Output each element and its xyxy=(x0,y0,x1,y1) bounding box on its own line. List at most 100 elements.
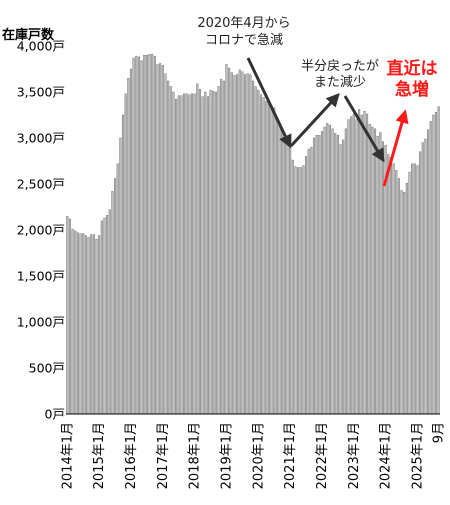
bar xyxy=(389,157,392,415)
bar xyxy=(228,67,231,415)
bar xyxy=(302,165,305,415)
bar xyxy=(273,107,276,415)
bar xyxy=(124,93,127,415)
bar xyxy=(212,90,215,415)
bar xyxy=(342,139,345,415)
bar xyxy=(188,94,191,415)
bar xyxy=(405,182,408,415)
bar xyxy=(79,233,82,415)
y-tick-label: 1,500戸 xyxy=(17,269,65,284)
bar xyxy=(193,93,196,415)
bar xyxy=(90,234,93,415)
annotation-recent-line1: 直近は xyxy=(387,58,438,79)
annotation-recent-line2: 急増 xyxy=(395,79,429,100)
bar xyxy=(74,230,77,415)
bar xyxy=(140,60,143,415)
bar xyxy=(151,54,154,415)
bar xyxy=(71,228,74,415)
bar xyxy=(251,80,255,415)
bar xyxy=(297,167,300,415)
bar xyxy=(262,97,265,415)
x-tick-label: 2020年1月 xyxy=(251,422,266,489)
bar xyxy=(132,57,135,415)
bar xyxy=(225,64,228,415)
bar xyxy=(434,112,438,415)
bar xyxy=(400,190,403,415)
bar xyxy=(222,80,225,415)
bar xyxy=(347,119,350,415)
bar xyxy=(106,215,109,415)
bar xyxy=(257,89,260,415)
bar xyxy=(373,128,377,415)
bar xyxy=(175,99,178,415)
bar xyxy=(419,151,422,415)
bar xyxy=(204,91,207,415)
x-tick-label: 2021年1月 xyxy=(283,422,298,489)
annotation-half-recovery-line2: また減少 xyxy=(314,74,366,90)
bar xyxy=(238,69,241,415)
bar xyxy=(331,128,334,415)
bar xyxy=(334,133,337,415)
bar xyxy=(145,54,148,415)
bar xyxy=(127,77,130,415)
bar xyxy=(281,128,284,415)
bar xyxy=(243,74,247,415)
bar xyxy=(344,128,347,415)
bar xyxy=(429,121,432,415)
bar xyxy=(315,135,318,415)
bar xyxy=(336,135,339,415)
bar xyxy=(413,163,416,415)
x-tick-label: 2018年1月 xyxy=(188,422,203,489)
bar xyxy=(129,68,133,415)
bar xyxy=(395,169,398,415)
bar xyxy=(137,56,140,415)
bar xyxy=(209,89,212,415)
bar xyxy=(270,105,273,415)
arrow-up-recent xyxy=(382,109,409,187)
bar xyxy=(307,148,310,415)
bar xyxy=(299,167,302,415)
arrow-up-recovery xyxy=(289,93,340,148)
bar xyxy=(249,74,252,415)
bar xyxy=(403,192,406,415)
bar xyxy=(323,126,326,415)
y-tick-label: 500戸 xyxy=(29,361,65,376)
bar xyxy=(366,113,369,415)
bar xyxy=(265,100,268,415)
bar xyxy=(103,217,106,415)
x-tick-label: 2016年1月 xyxy=(124,422,139,489)
bar xyxy=(371,126,374,415)
bar xyxy=(172,91,175,415)
bar xyxy=(427,129,430,415)
bar xyxy=(421,142,424,415)
x-tick-label: 2015年1月 xyxy=(92,422,107,489)
bar xyxy=(350,116,353,415)
bar xyxy=(182,93,186,415)
y-tick-labels: 0戸 500戸 1,000戸 1,500戸 2,000戸 2,500戸 3,000戸 3,50… xyxy=(17,39,65,422)
bar xyxy=(190,93,194,415)
bar xyxy=(416,165,419,415)
bar xyxy=(355,119,358,415)
annotation-covid-line1: 2020年4月から xyxy=(197,16,290,31)
bar xyxy=(437,106,440,415)
y-tick-label: 2,500戸 xyxy=(17,177,65,192)
y-tick-label: 3,000戸 xyxy=(17,131,65,146)
bar xyxy=(233,75,236,415)
bar xyxy=(92,234,95,415)
bar xyxy=(339,144,342,415)
bar xyxy=(278,123,281,415)
bar xyxy=(379,132,382,415)
bar xyxy=(111,191,114,415)
bar xyxy=(318,135,321,415)
bar xyxy=(159,63,162,415)
bar xyxy=(164,73,167,415)
bar xyxy=(259,94,263,415)
bar xyxy=(143,54,146,415)
bar xyxy=(363,111,366,415)
bar xyxy=(116,163,119,415)
bar xyxy=(246,73,249,415)
bar xyxy=(185,93,188,415)
bar xyxy=(376,135,379,415)
bar xyxy=(411,163,414,415)
